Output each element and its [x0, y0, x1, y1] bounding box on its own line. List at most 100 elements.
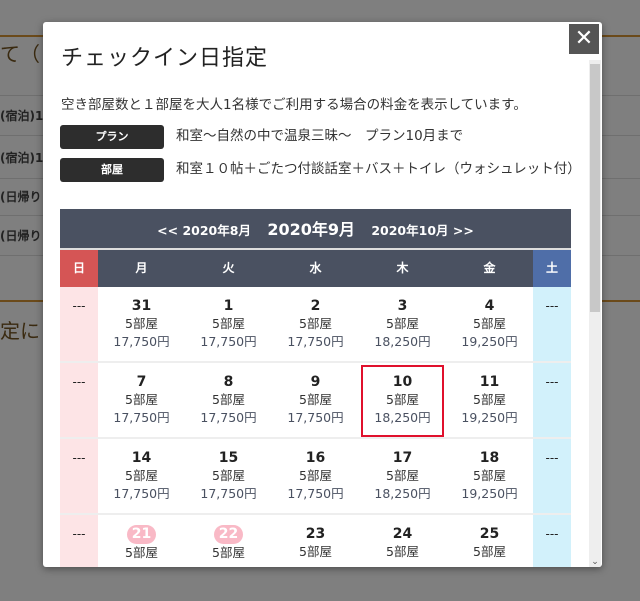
rooms-available: 5部屋 — [299, 316, 332, 331]
rooms-available: 5部屋 — [386, 544, 419, 559]
rooms-available: 5部屋 — [125, 545, 158, 560]
date-number: --- — [72, 299, 86, 313]
date-number: 16 — [305, 450, 326, 466]
room-value: 和室１０帖＋ごたつ付談話室＋バス＋トイレ（ウォシュレット付） — [176, 161, 581, 177]
price: 17,750円 — [200, 410, 257, 425]
weekday-header: 火 — [185, 250, 272, 287]
day-cell[interactable]: 8 5部屋 17,750円 — [185, 363, 272, 439]
rooms-available: 5部屋 — [473, 392, 506, 407]
scrollbar-thumb[interactable] — [590, 64, 600, 312]
modal-title: チェックイン日指定 — [61, 46, 269, 71]
rooms-available: 5部屋 — [125, 468, 158, 483]
day-cell[interactable]: 22 5部屋 — [185, 515, 272, 567]
day-cell[interactable]: 10 5部屋 18,250円 — [359, 363, 446, 439]
rooms-available: 5部屋 — [386, 392, 419, 407]
description: 空き部屋数と１部屋を大人1名様でご利用する場合の料金を表示しています。 — [61, 97, 527, 113]
plan-value: 和室〜自然の中で温泉三昧〜 プラン10月まで — [176, 128, 464, 144]
rooms-available: 5部屋 — [473, 468, 506, 483]
scroll-down-icon[interactable]: ⌄ — [591, 557, 599, 567]
unavailable-cell: --- — [533, 363, 571, 439]
day-cell[interactable]: 7 5部屋 17,750円 — [98, 363, 185, 439]
price: 17,750円 — [200, 334, 257, 349]
date-number: 1 — [223, 298, 234, 314]
rooms-available: 5部屋 — [299, 468, 332, 483]
unavailable-cell: --- — [60, 287, 98, 363]
rooms-available: 5部屋 — [473, 316, 506, 331]
date-number: 10 — [392, 374, 413, 390]
rooms-available: 5部屋 — [212, 545, 245, 560]
day-cell[interactable]: 14 5部屋 17,750円 — [98, 439, 185, 515]
weekday-header: 金 — [446, 250, 533, 287]
price: 19,250円 — [461, 486, 518, 501]
date-number: 18 — [479, 450, 500, 466]
day-cell[interactable]: 4 5部屋 19,250円 — [446, 287, 533, 363]
rooms-available: 5部屋 — [386, 316, 419, 331]
day-cell[interactable]: 17 5部屋 18,250円 — [359, 439, 446, 515]
price: 18,250円 — [374, 486, 431, 501]
day-cell[interactable]: 9 5部屋 17,750円 — [272, 363, 359, 439]
date-number: --- — [72, 375, 86, 389]
price: 17,750円 — [113, 410, 170, 425]
close-button[interactable]: ✕ — [569, 24, 599, 54]
weekday-header: 土 — [533, 250, 571, 287]
day-cell[interactable]: 2 5部屋 17,750円 — [272, 287, 359, 363]
day-cell[interactable]: 21 5部屋 — [98, 515, 185, 567]
bg-heading: て（ — [0, 42, 40, 66]
date-number: 8 — [223, 374, 234, 390]
day-cell[interactable]: 25 5部屋 — [446, 515, 533, 567]
price: 17,750円 — [200, 486, 257, 501]
price: 19,250円 — [461, 410, 518, 425]
date-number: --- — [545, 375, 559, 389]
plan-label: プラン — [60, 125, 164, 149]
day-cell[interactable]: 3 5部屋 18,250円 — [359, 287, 446, 363]
rooms-available: 5部屋 — [386, 468, 419, 483]
rooms-available: 5部屋 — [473, 544, 506, 559]
rooms-available: 5部屋 — [212, 392, 245, 407]
date-number: --- — [72, 451, 86, 465]
bg-row: (日帰り — [0, 229, 42, 243]
next-month-link[interactable]: 2020年10月 >> — [371, 223, 474, 238]
date-number: 3 — [397, 298, 408, 314]
day-cell[interactable]: 16 5部屋 17,750円 — [272, 439, 359, 515]
weekday-header: 日 — [60, 250, 98, 287]
date-number: 7 — [136, 374, 147, 390]
day-cell[interactable]: 23 5部屋 — [272, 515, 359, 567]
date-number: 24 — [392, 526, 413, 542]
date-number: 15 — [218, 450, 239, 466]
date-number: 14 — [131, 450, 152, 466]
price: 17,750円 — [113, 334, 170, 349]
day-cell[interactable]: 15 5部屋 17,750円 — [185, 439, 272, 515]
rooms-available: 5部屋 — [299, 544, 332, 559]
day-cell[interactable]: 11 5部屋 19,250円 — [446, 363, 533, 439]
date-number: 23 — [305, 526, 326, 542]
date-number: --- — [72, 527, 86, 541]
holiday-date: 22 — [213, 525, 244, 544]
prev-month-link[interactable]: << 2020年8月 — [157, 223, 251, 238]
day-cell[interactable]: 18 5部屋 19,250円 — [446, 439, 533, 515]
weekday-header: 木 — [359, 250, 446, 287]
calendar: << 2020年8月 2020年9月 2020年10月 >> 日月火水木金土 --… — [60, 209, 571, 567]
day-cell[interactable]: 24 5部屋 — [359, 515, 446, 567]
date-number: 2 — [310, 298, 321, 314]
bg-heading: 定に — [0, 319, 40, 343]
room-label: 部屋 — [60, 158, 164, 182]
day-cell[interactable]: 31 5部屋 17,750円 — [98, 287, 185, 363]
date-number: --- — [545, 299, 559, 313]
rooms-available: 5部屋 — [212, 316, 245, 331]
unavailable-cell: --- — [533, 515, 571, 567]
unavailable-cell: --- — [60, 439, 98, 515]
price: 17,750円 — [287, 486, 344, 501]
date-number: 17 — [392, 450, 413, 466]
price: 18,250円 — [374, 410, 431, 425]
scrollbar[interactable]: ⌄ — [589, 60, 601, 567]
current-month: 2020年9月 — [267, 220, 355, 239]
month-nav: << 2020年8月 2020年9月 2020年10月 >> — [60, 209, 571, 250]
price: 18,250円 — [374, 334, 431, 349]
weekday-header: 月 — [98, 250, 185, 287]
day-cell[interactable]: 1 5部屋 17,750円 — [185, 287, 272, 363]
rooms-available: 5部屋 — [299, 392, 332, 407]
rooms-available: 5部屋 — [125, 316, 158, 331]
date-number: --- — [545, 451, 559, 465]
date-number: 11 — [479, 374, 500, 390]
date-number: 4 — [484, 298, 495, 314]
